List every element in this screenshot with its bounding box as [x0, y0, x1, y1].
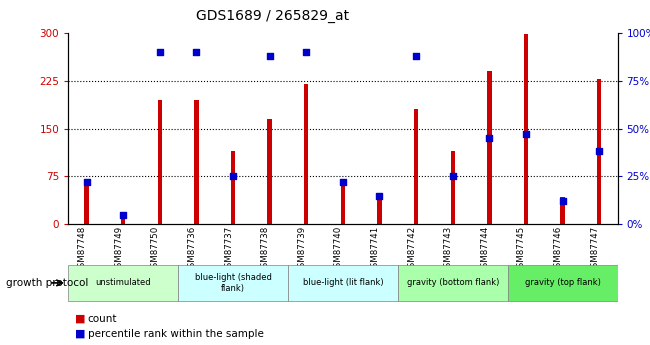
Bar	[178, 265, 288, 301]
Bar	[377, 196, 382, 224]
Bar	[288, 265, 398, 301]
Text: GSM87742: GSM87742	[407, 226, 416, 274]
Text: GSM87750: GSM87750	[151, 226, 160, 274]
Text: blue-light (lit flank): blue-light (lit flank)	[302, 278, 383, 287]
Text: percentile rank within the sample: percentile rank within the sample	[88, 329, 264, 339]
Point	[521, 131, 531, 137]
Text: GSM87749: GSM87749	[114, 226, 124, 273]
Point	[411, 53, 421, 59]
Text: GSM87746: GSM87746	[554, 226, 563, 274]
Bar	[304, 84, 309, 224]
Point	[301, 49, 311, 55]
Point	[484, 135, 495, 141]
Bar	[414, 109, 419, 224]
Text: GSM87739: GSM87739	[297, 226, 306, 273]
Text: ■: ■	[75, 314, 85, 324]
Bar	[68, 265, 178, 301]
Point	[374, 193, 385, 198]
Bar	[524, 34, 528, 224]
Text: GSM87744: GSM87744	[480, 226, 489, 274]
Text: GSM87743: GSM87743	[444, 226, 452, 274]
Bar	[508, 265, 618, 301]
Point	[155, 49, 165, 55]
Text: GSM87737: GSM87737	[224, 226, 233, 274]
Text: count: count	[88, 314, 117, 324]
Text: gravity (bottom flank): gravity (bottom flank)	[406, 278, 499, 287]
Bar	[487, 71, 491, 224]
Text: GSM87741: GSM87741	[370, 226, 380, 274]
Point	[265, 53, 275, 59]
Bar	[84, 183, 89, 224]
Text: blue-light (shaded
flank): blue-light (shaded flank)	[194, 273, 272, 293]
Point	[594, 149, 604, 154]
Bar	[121, 215, 125, 224]
Text: GSM87747: GSM87747	[590, 226, 599, 274]
Bar	[157, 100, 162, 224]
Text: unstimulated: unstimulated	[96, 278, 151, 287]
Point	[191, 49, 202, 55]
Bar	[267, 119, 272, 224]
Point	[81, 179, 92, 185]
Point	[338, 179, 348, 185]
Text: gravity (top flank): gravity (top flank)	[525, 278, 601, 287]
Point	[447, 174, 458, 179]
Text: GDS1689 / 265829_at: GDS1689 / 265829_at	[196, 9, 350, 23]
Text: GSM87738: GSM87738	[261, 226, 270, 274]
Bar	[341, 181, 345, 224]
Point	[118, 212, 129, 217]
Text: growth protocol: growth protocol	[6, 278, 89, 288]
Point	[227, 174, 238, 179]
Bar	[450, 151, 455, 224]
Bar	[560, 197, 565, 224]
Bar	[194, 100, 199, 224]
Bar	[597, 79, 601, 224]
Text: GSM87745: GSM87745	[517, 226, 526, 274]
Bar	[398, 265, 508, 301]
Text: GSM87740: GSM87740	[334, 226, 343, 274]
Text: GSM87736: GSM87736	[187, 226, 196, 274]
Text: GSM87748: GSM87748	[77, 226, 86, 274]
Point	[558, 198, 568, 204]
Text: ■: ■	[75, 329, 85, 339]
Bar	[231, 151, 235, 224]
